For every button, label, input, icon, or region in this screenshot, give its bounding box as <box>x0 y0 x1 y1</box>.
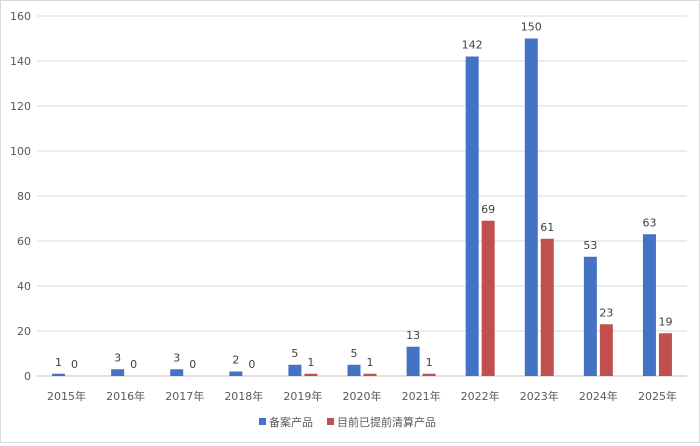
bars <box>52 38 672 376</box>
data-label: 2 <box>232 354 239 367</box>
bar-filed <box>52 373 66 376</box>
legend-swatch <box>327 418 334 425</box>
data-label: 69 <box>481 203 495 216</box>
data-label: 0 <box>71 358 78 371</box>
x-tick-label: 2020年 <box>343 389 382 403</box>
x-tick-label: 2024年 <box>579 389 618 403</box>
y-tick-label: 140 <box>10 55 31 68</box>
bar-filed <box>111 369 125 376</box>
bar-liquidated <box>363 373 377 376</box>
bar-filed <box>170 369 184 376</box>
bar-liquidated <box>540 238 554 376</box>
bar-filed <box>288 364 302 376</box>
data-label: 23 <box>599 306 613 319</box>
bar-liquidated <box>599 324 613 376</box>
data-label: 1 <box>367 356 374 369</box>
bar-filed <box>465 56 479 376</box>
x-axis: 2015年 2016年 2017年 2018年 2019年 2020年 2021年 2022年… <box>47 389 677 403</box>
x-tick-label: 2018年 <box>224 389 263 403</box>
bar-liquidated <box>304 373 318 376</box>
data-label: 1 <box>307 356 314 369</box>
y-axis: 0 20 40 60 80 100 120 140 160 <box>10 10 31 383</box>
bar-filed <box>583 256 597 376</box>
x-tick-label: 2017年 <box>165 389 204 403</box>
data-label: 3 <box>173 351 180 364</box>
bar-filed <box>406 346 420 376</box>
data-label: 3 <box>114 351 121 364</box>
data-label: 53 <box>583 239 597 252</box>
bar-filed <box>229 371 243 376</box>
y-tick-label: 20 <box>17 325 31 338</box>
data-label: 5 <box>351 347 358 360</box>
legend: 备案产品 目前已提前清算产品 <box>259 415 436 429</box>
data-label: 63 <box>642 216 656 229</box>
x-tick-label: 2021年 <box>402 389 441 403</box>
data-label: 13 <box>406 329 420 342</box>
data-label: 5 <box>291 347 298 360</box>
legend-label: 备案产品 <box>269 415 313 429</box>
data-label: 142 <box>462 39 483 52</box>
y-tick-label: 120 <box>10 100 31 113</box>
data-label: 0 <box>130 358 137 371</box>
bar-liquidated <box>481 220 495 376</box>
data-label: 61 <box>540 221 554 234</box>
y-tick-label: 0 <box>24 370 31 383</box>
data-label: 1 <box>426 356 433 369</box>
y-tick-label: 160 <box>10 10 31 23</box>
data-label: 0 <box>189 358 196 371</box>
x-tick-label: 2016年 <box>106 389 145 403</box>
gridlines <box>37 15 687 377</box>
bar-liquidated <box>422 373 436 376</box>
data-label: 0 <box>248 358 255 371</box>
y-tick-label: 60 <box>17 235 31 248</box>
bar-filed <box>642 234 656 376</box>
x-tick-label: 2022年 <box>461 389 500 403</box>
bar-liquidated <box>658 333 672 376</box>
x-tick-label: 2015年 <box>47 389 86 403</box>
y-tick-label: 80 <box>17 190 31 203</box>
x-tick-label: 2019年 <box>283 389 322 403</box>
bar-filed <box>524 38 538 376</box>
y-tick-label: 100 <box>10 145 31 158</box>
bar-filed <box>347 364 361 376</box>
legend-swatch <box>259 418 266 425</box>
legend-label: 目前已提前清算产品 <box>337 415 436 429</box>
x-tick-label: 2023年 <box>520 389 559 403</box>
data-label: 19 <box>658 315 672 328</box>
data-label: 1 <box>55 356 62 369</box>
data-label: 150 <box>521 21 542 34</box>
y-tick-label: 40 <box>17 280 31 293</box>
x-tick-label: 2025年 <box>638 389 677 403</box>
